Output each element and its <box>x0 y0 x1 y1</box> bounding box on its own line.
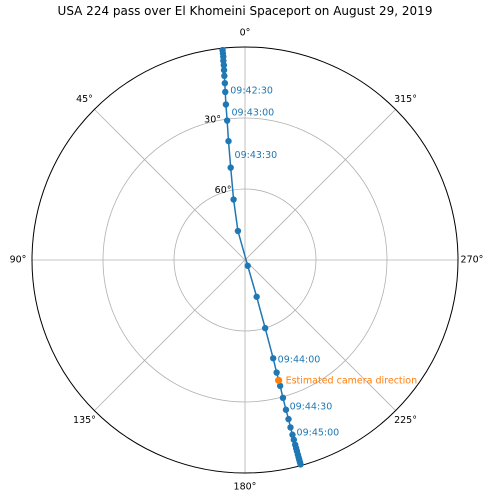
pass-point <box>276 382 284 390</box>
pass-point <box>230 196 237 203</box>
pass-point <box>220 66 228 74</box>
pass-point <box>287 424 294 431</box>
pass-point <box>225 137 232 145</box>
radial-tick-label: 60° <box>215 185 232 196</box>
pass-point <box>282 406 290 413</box>
time-annotation: 09:42:30 <box>230 85 273 96</box>
pass-point <box>253 293 260 300</box>
polar-grid <box>31 46 459 474</box>
angular-gridline <box>94 259 246 411</box>
angular-gridline <box>94 109 246 261</box>
time-annotation: 09:44:30 <box>290 402 333 413</box>
pass-point <box>273 369 280 376</box>
angle-tick-label: 315° <box>394 94 417 105</box>
camera-direction-label: Estimated camera direction <box>286 375 418 386</box>
pass-point <box>289 431 296 438</box>
pass-point <box>234 227 242 235</box>
pass-point <box>220 61 228 69</box>
axis-labels: 0° 45° 90° 135° 180° 225° 270° 315° 30° 60° <box>10 28 484 493</box>
pass-point <box>221 79 229 87</box>
chart-title: USA 224 pass over El Khomeini Spaceport … <box>57 4 433 18</box>
polar-frame <box>31 46 459 474</box>
pass-point <box>279 394 287 402</box>
angular-gridline <box>244 109 396 261</box>
pass-point <box>261 324 269 332</box>
time-annotation: 09:45:00 <box>297 427 340 438</box>
pass-point <box>290 436 298 443</box>
angle-tick-label: 135° <box>73 415 96 426</box>
pass-point <box>269 355 277 362</box>
series-layer <box>219 46 304 468</box>
camera-direction-point <box>275 376 283 384</box>
time-annotation: 09:44:00 <box>278 354 321 365</box>
angle-tick-label: 45° <box>76 94 93 105</box>
time-annotation: 09:43:00 <box>232 108 275 119</box>
pass-point <box>223 117 231 124</box>
time-annotation: 09:43:30 <box>235 150 278 161</box>
radial-tick-label: 30° <box>204 115 221 126</box>
angle-tick-label: 90° <box>10 255 27 266</box>
pass-point <box>222 101 230 108</box>
pass-point <box>244 262 251 269</box>
pass-point <box>222 88 229 96</box>
angle-tick-label: 180° <box>234 482 257 493</box>
annotation-layer: 09:42:30 09:43:00 09:43:30 09:44:00 09:44:30… <box>230 85 417 438</box>
angle-tick-label: 0° <box>240 28 251 39</box>
pass-point <box>285 415 292 423</box>
angle-tick-label: 270° <box>461 255 484 266</box>
pass-point <box>297 461 304 468</box>
pass-point <box>227 164 234 171</box>
pass-point <box>221 72 228 80</box>
angular-gridline <box>244 259 396 411</box>
angle-tick-label: 225° <box>394 415 417 426</box>
